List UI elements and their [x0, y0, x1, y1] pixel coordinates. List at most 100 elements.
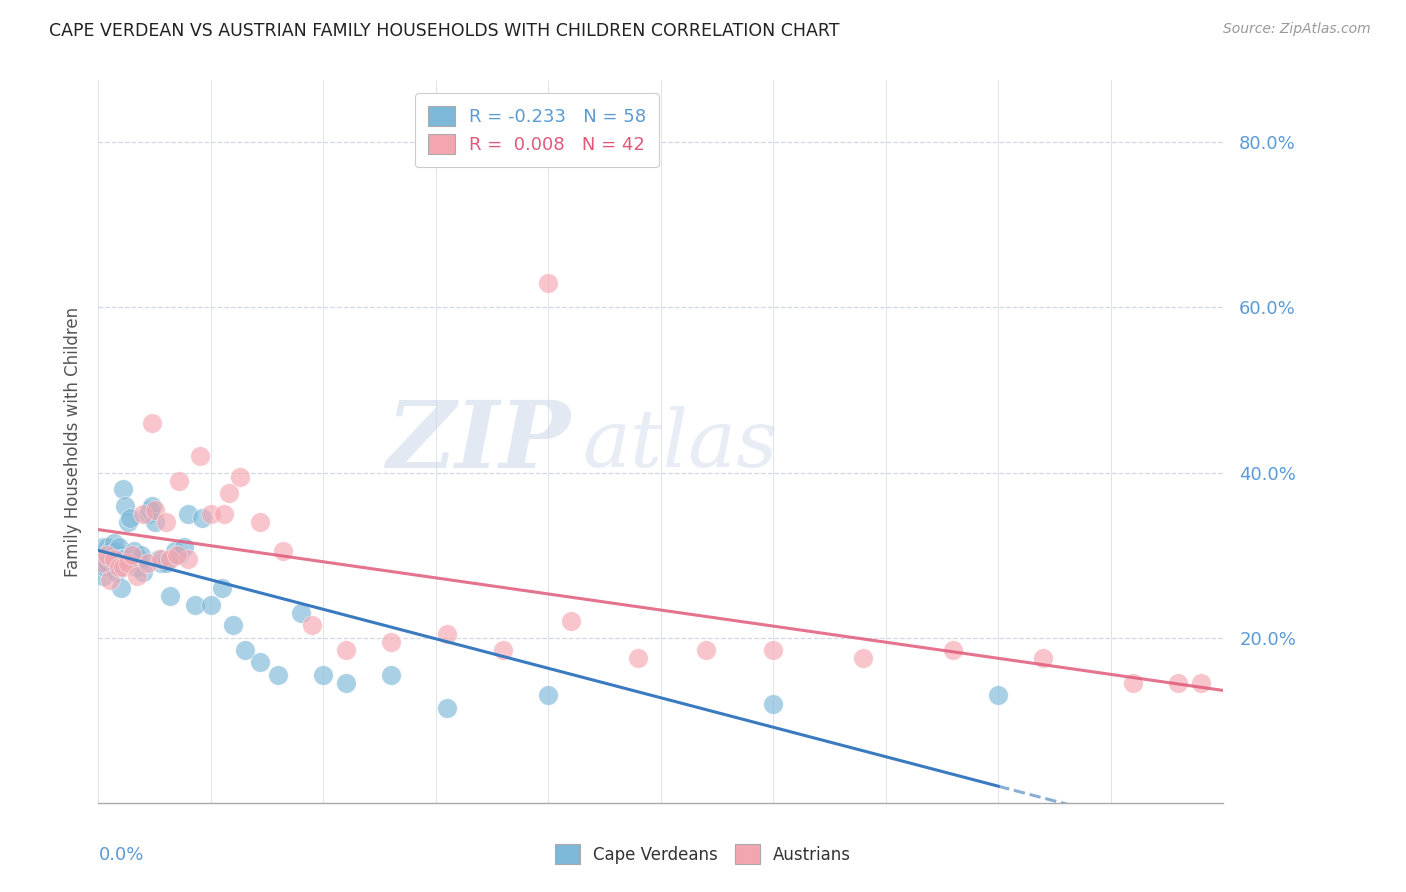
Point — [200, 598, 222, 612]
Point — [96, 557, 118, 571]
Point — [852, 651, 875, 665]
Point — [121, 548, 143, 562]
Point — [1032, 651, 1054, 665]
Point — [436, 626, 458, 640]
Point — [125, 560, 148, 574]
Point — [169, 474, 191, 488]
Point — [141, 499, 163, 513]
Point — [112, 552, 135, 566]
Point — [191, 511, 214, 525]
Point — [214, 507, 236, 521]
Point — [101, 552, 124, 566]
Point — [155, 557, 177, 571]
Point — [267, 668, 290, 682]
Point — [98, 544, 121, 558]
Text: 0.0%: 0.0% — [98, 847, 143, 864]
Point — [335, 643, 357, 657]
Point — [159, 552, 181, 566]
Point — [184, 598, 207, 612]
Point — [229, 469, 252, 483]
Point — [110, 552, 132, 566]
Point — [96, 540, 118, 554]
Point — [118, 511, 141, 525]
Point — [128, 552, 150, 566]
Point — [101, 548, 124, 562]
Point — [98, 573, 121, 587]
Point — [94, 560, 117, 574]
Point — [136, 507, 159, 521]
Point — [380, 668, 402, 682]
Point — [132, 565, 155, 579]
Point — [105, 544, 128, 558]
Point — [107, 560, 129, 574]
Point — [125, 568, 148, 582]
Point — [117, 515, 139, 529]
Text: atlas: atlas — [582, 407, 778, 483]
Point — [627, 651, 650, 665]
Point — [112, 482, 135, 496]
Point — [987, 689, 1010, 703]
Point — [159, 590, 181, 604]
Point — [103, 535, 125, 549]
Point — [537, 689, 560, 703]
Point — [110, 581, 132, 595]
Text: ZIP: ZIP — [387, 397, 571, 486]
Point — [112, 560, 135, 574]
Point — [94, 548, 117, 562]
Point — [301, 618, 323, 632]
Point — [143, 515, 166, 529]
Point — [96, 548, 118, 562]
Point — [211, 581, 233, 595]
Point — [233, 643, 256, 657]
Point — [107, 540, 129, 554]
Point — [380, 634, 402, 648]
Point — [271, 544, 294, 558]
Point — [436, 701, 458, 715]
Point — [98, 552, 121, 566]
Legend: R = -0.233   N = 58, R =  0.008   N = 42: R = -0.233 N = 58, R = 0.008 N = 42 — [415, 93, 659, 167]
Point — [141, 416, 163, 430]
Point — [290, 606, 312, 620]
Point — [200, 507, 222, 521]
Point — [695, 643, 717, 657]
Point — [942, 643, 965, 657]
Point — [249, 515, 271, 529]
Point — [107, 552, 129, 566]
Point — [166, 548, 188, 562]
Y-axis label: Family Households with Children: Family Households with Children — [63, 307, 82, 576]
Point — [762, 643, 785, 657]
Point — [492, 643, 515, 657]
Point — [91, 540, 114, 554]
Point — [312, 668, 335, 682]
Point — [150, 557, 173, 571]
Point — [148, 552, 170, 566]
Text: CAPE VERDEAN VS AUSTRIAN FAMILY HOUSEHOLDS WITH CHILDREN CORRELATION CHART: CAPE VERDEAN VS AUSTRIAN FAMILY HOUSEHOL… — [49, 22, 839, 40]
Point — [90, 557, 112, 571]
Point — [560, 614, 582, 628]
Point — [249, 656, 271, 670]
Point — [537, 276, 560, 290]
Point — [143, 502, 166, 516]
Point — [1167, 676, 1189, 690]
Point — [139, 502, 162, 516]
Point — [136, 557, 159, 571]
Point — [188, 449, 211, 463]
Point — [105, 565, 128, 579]
Point — [124, 544, 146, 558]
Point — [177, 552, 200, 566]
Point — [335, 676, 357, 690]
Point — [173, 540, 195, 554]
Point — [169, 548, 191, 562]
Point — [121, 548, 143, 562]
Point — [150, 552, 173, 566]
Point — [114, 499, 136, 513]
Point — [163, 544, 186, 558]
Point — [129, 548, 152, 562]
Point — [103, 552, 125, 566]
Point — [91, 557, 114, 571]
Point — [218, 486, 240, 500]
Point — [222, 618, 245, 632]
Point — [762, 697, 785, 711]
Point — [132, 507, 155, 521]
Point — [155, 515, 177, 529]
